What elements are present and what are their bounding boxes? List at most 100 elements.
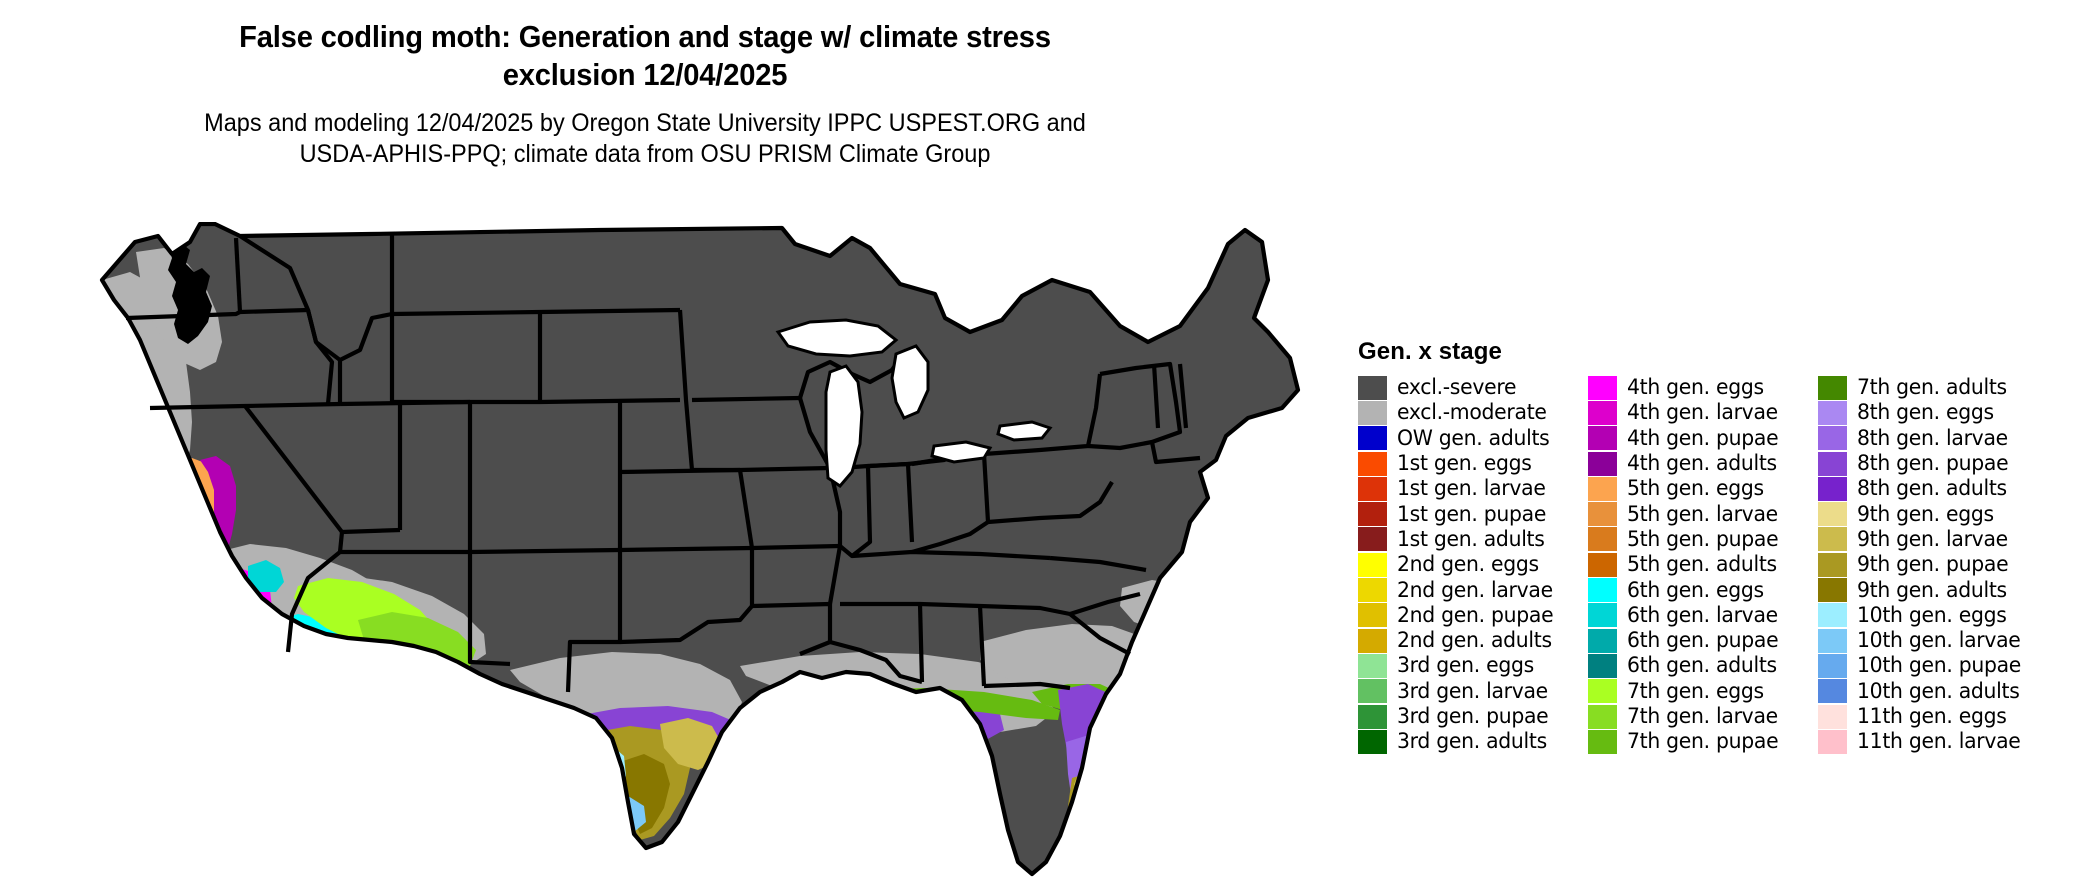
great-lakes xyxy=(775,318,1053,488)
legend-swatch xyxy=(1588,400,1617,425)
region-tx-khaki xyxy=(660,718,722,770)
legend-swatch xyxy=(1588,729,1617,754)
legend-item[interactable]: excl.-moderate xyxy=(1358,400,1588,425)
legend-label: 7th gen. larvae xyxy=(1627,704,1778,728)
legend-swatch xyxy=(1358,679,1387,704)
legend-item[interactable]: 2nd gen. pupae xyxy=(1358,603,1588,628)
lake-huron xyxy=(890,344,930,420)
legend-label: 1st gen. pupae xyxy=(1397,501,1547,526)
legend-item[interactable]: 8th gen. larvae xyxy=(1818,426,2068,451)
legend-item[interactable]: 6th gen. pupae xyxy=(1588,628,1818,653)
legend-item[interactable]: 5th gen. pupae xyxy=(1588,527,1818,552)
legend-item[interactable]: 3rd gen. eggs xyxy=(1358,653,1588,678)
legend-item[interactable]: 5th gen. eggs xyxy=(1588,476,1818,501)
legend-item[interactable]: 7th gen. larvae xyxy=(1588,704,1818,729)
legend-item[interactable]: 9th gen. eggs xyxy=(1818,501,2068,527)
legend-item[interactable]: 4th gen. adults xyxy=(1588,451,1818,476)
legend-label: 4th gen. pupae xyxy=(1627,425,1779,450)
legend-item[interactable]: 2nd gen. eggs xyxy=(1358,552,1588,577)
legend-item[interactable]: excl.-severe xyxy=(1358,375,1588,400)
legend-item[interactable]: 10th gen. eggs xyxy=(1818,603,2068,628)
legend-item[interactable]: 2nd gen. adults xyxy=(1358,628,1588,653)
region-coast-yellow xyxy=(106,404,126,440)
legend-item[interactable]: 9th gen. adults xyxy=(1818,577,2068,603)
region-gulf-purple2 xyxy=(746,704,912,750)
us-map-svg xyxy=(99,222,1301,877)
legend-item[interactable]: 3rd gen. larvae xyxy=(1358,679,1588,704)
legend-item[interactable]: 8th gen. eggs xyxy=(1818,400,2068,425)
legend-item[interactable]: 4th gen. eggs xyxy=(1588,375,1818,400)
legend-label: 4th gen. eggs xyxy=(1627,375,1764,400)
legend-item[interactable]: 4th gen. larvae xyxy=(1588,400,1818,425)
border-ga-fl xyxy=(983,681,1071,691)
legend-item[interactable]: 3rd gen. adults xyxy=(1358,729,1588,754)
legend-item[interactable]: 10th gen. adults xyxy=(1818,679,2068,704)
border-id-mt xyxy=(238,234,393,363)
legend-label: 10th gen. larvae xyxy=(1857,628,2021,653)
legend-swatch xyxy=(1588,527,1617,552)
legend-item[interactable]: 10th gen. larvae xyxy=(1818,628,2068,653)
region-islands-magenta xyxy=(196,680,218,700)
legend-swatch xyxy=(1358,729,1387,754)
legend-swatch xyxy=(1818,653,1847,678)
legend-item[interactable]: 7th gen. adults xyxy=(1818,375,2068,400)
legend-swatch xyxy=(1818,729,1847,754)
legend-swatch xyxy=(1818,603,1847,628)
legend-item[interactable]: 10th gen. pupae xyxy=(1818,653,2068,678)
legend-label: 4th gen. larvae xyxy=(1627,400,1778,425)
legend-swatch xyxy=(1358,451,1387,476)
legend-item[interactable]: 8th gen. adults xyxy=(1818,476,2068,501)
legend-swatch xyxy=(1358,375,1387,400)
legend-item[interactable]: 1st gen. larvae xyxy=(1358,476,1588,501)
legend-item[interactable]: 2nd gen. larvae xyxy=(1358,577,1588,603)
legend-swatch xyxy=(1588,603,1617,628)
legend-swatch xyxy=(1358,502,1387,527)
legend-label: 8th gen. pupae xyxy=(1857,451,2009,476)
legend-label: 8th gen. larvae xyxy=(1857,425,2008,450)
legend-item[interactable]: 7th gen. pupae xyxy=(1588,729,1818,754)
border-ms-la xyxy=(829,639,923,685)
legend-swatch xyxy=(1588,426,1617,451)
legend-swatch xyxy=(1818,628,1847,653)
region-coast-magenta xyxy=(154,508,186,554)
legend-label: 11th gen. eggs xyxy=(1857,704,2007,728)
legend-column-1: excl.-severe excl.-moderate OW gen. adults… xyxy=(1358,375,1588,754)
legend-swatch xyxy=(1588,653,1617,678)
legend-item[interactable]: 4th gen. pupae xyxy=(1588,426,1818,451)
region-sonoran-purple xyxy=(326,644,430,700)
border-co-nm xyxy=(469,547,621,555)
legend-item[interactable]: 9th gen. pupae xyxy=(1818,552,2068,577)
legend-item[interactable]: 5th gen. adults xyxy=(1588,552,1818,577)
border-va-nc xyxy=(1049,555,1147,573)
legend-item[interactable]: 6th gen. larvae xyxy=(1588,603,1818,628)
legend-label: 6th gen. larvae xyxy=(1627,602,1778,627)
region-mojave-cyan xyxy=(248,560,284,592)
border-nh-me xyxy=(1177,363,1189,429)
legend-item[interactable]: 11th gen. larvae xyxy=(1818,729,2068,754)
legend-item[interactable]: 3rd gen. pupae xyxy=(1358,704,1588,729)
legend-swatch xyxy=(1358,476,1387,501)
legend-label: 5th gen. larvae xyxy=(1627,501,1778,526)
legend-item[interactable]: 5th gen. larvae xyxy=(1588,501,1818,527)
region-puget-sound-water xyxy=(168,242,212,344)
legend-swatch xyxy=(1588,552,1617,577)
legend-item[interactable]: 6th gen. eggs xyxy=(1588,577,1818,603)
legend-label: 1st gen. eggs xyxy=(1397,451,1532,476)
legend-item[interactable]: 9th gen. larvae xyxy=(1818,527,2068,552)
legend-item[interactable]: OW gen. adults xyxy=(1358,426,1588,451)
legend-item[interactable]: 6th gen. adults xyxy=(1588,653,1818,678)
border-ma-ct-ri xyxy=(1149,441,1201,465)
legend-swatch xyxy=(1818,679,1847,704)
legend-swatch xyxy=(1818,476,1847,501)
legend-swatch xyxy=(1818,451,1847,476)
legend-item[interactable]: 11th gen. eggs xyxy=(1818,704,2068,729)
legend-swatch xyxy=(1358,552,1387,577)
legend-label: 11th gen. larvae xyxy=(1857,729,2021,754)
legend-item[interactable]: 1st gen. eggs xyxy=(1358,451,1588,476)
legend-label: 9th gen. eggs xyxy=(1857,501,1994,526)
legend-label: 10th gen. eggs xyxy=(1857,602,2007,627)
legend-item[interactable]: 1st gen. adults xyxy=(1358,527,1588,552)
legend-item[interactable]: 7th gen. eggs xyxy=(1588,679,1818,704)
legend-item[interactable]: 8th gen. pupae xyxy=(1818,451,2068,476)
legend-item[interactable]: 1st gen. pupae xyxy=(1358,501,1588,527)
